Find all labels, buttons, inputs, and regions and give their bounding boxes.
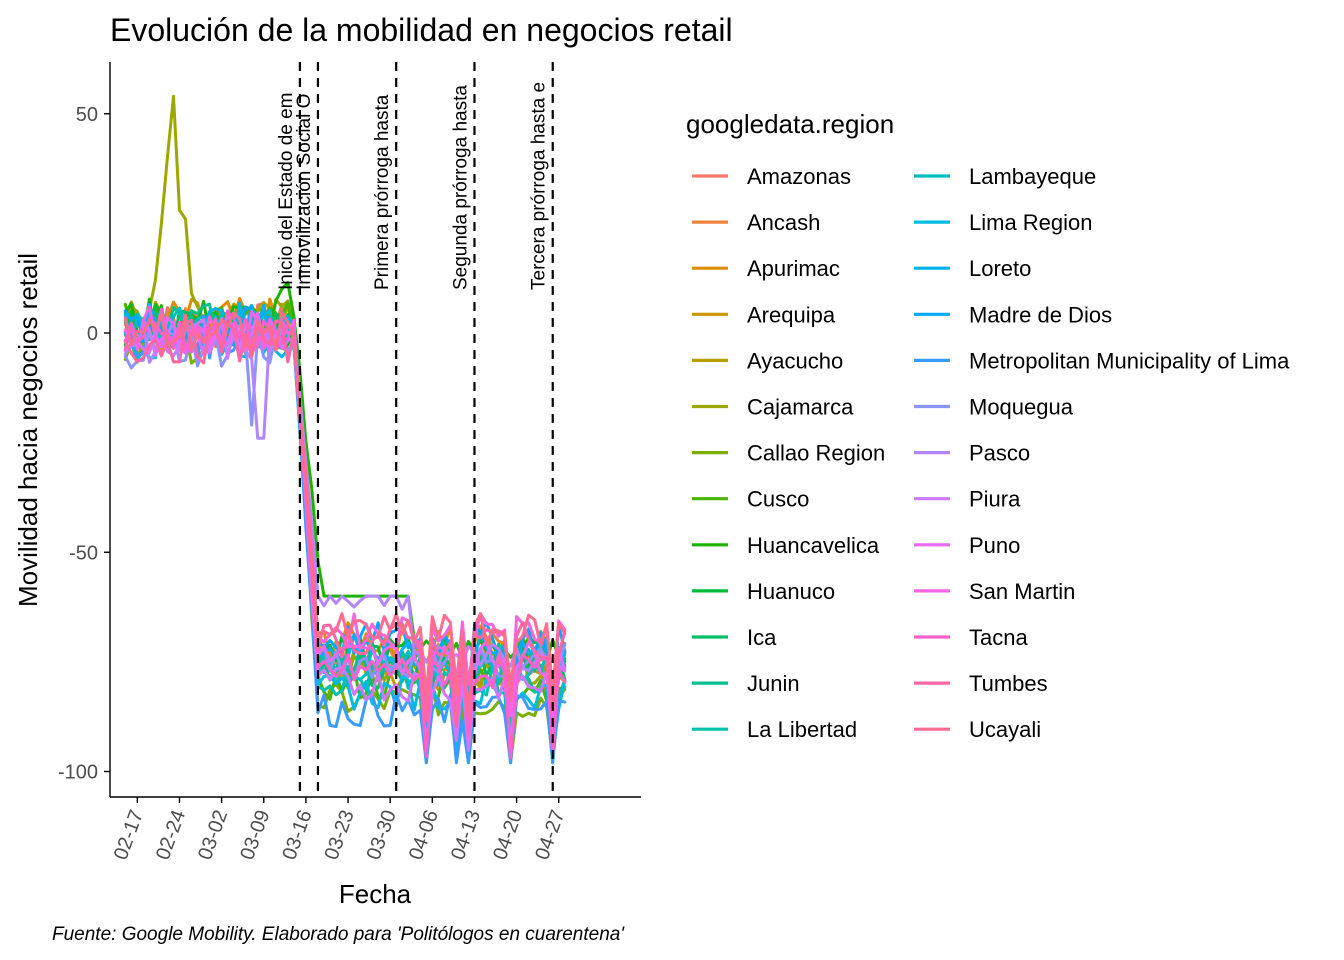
x-tick-label: 04-13 — [447, 807, 485, 863]
chart-title: Evolución de la mobilidad en negocios re… — [110, 12, 733, 48]
plot-lines — [123, 94, 567, 765]
legend-label: Lambayeque — [969, 164, 1096, 189]
legend-label: Cusco — [747, 487, 809, 512]
x-tick-label: 03-09 — [236, 807, 274, 863]
legend-label: Tacna — [969, 625, 1028, 650]
legend-label: Cajamarca — [747, 395, 854, 420]
x-axis-label: Fecha — [339, 879, 412, 909]
legend-label: Callao Region — [747, 441, 885, 466]
series-line — [123, 314, 567, 765]
legend-label: Arequipa — [747, 302, 836, 327]
legend-label: Huancavelica — [747, 533, 880, 558]
x-tick-label: 04-27 — [531, 807, 569, 863]
legend: Amazonas Ancash Apurimac Arequipa Ayacucho Ca… — [692, 164, 1290, 742]
event-label: Segunda prórroga hasta — [450, 85, 471, 290]
series-line — [123, 317, 567, 752]
event-label: Inicio del Estado de em — [276, 92, 297, 290]
x-tick-label: 04-20 — [489, 807, 527, 863]
x-tick-label: 02-17 — [110, 807, 148, 863]
chart-caption: Fuente: Google Mobility. Elaborado para … — [52, 924, 625, 945]
legend-label: Lima Region — [969, 210, 1093, 235]
legend-label: Apurimac — [747, 256, 840, 281]
legend-label: La Libertad — [747, 717, 857, 742]
legend-label: Tumbes — [969, 671, 1048, 696]
y-tick-label: 0 — [87, 323, 98, 345]
legend-label: Loreto — [969, 256, 1031, 281]
legend-label: Junin — [747, 671, 800, 696]
y-tick-label: -50 — [69, 542, 98, 564]
legend-label: Pasco — [969, 441, 1030, 466]
legend-label: San Martin — [969, 579, 1075, 604]
x-tick-label: 03-23 — [321, 807, 359, 863]
legend-label: Puno — [969, 533, 1020, 558]
legend-label: Metropolitan Municipality of Lima — [969, 348, 1290, 373]
event-label: Inmovilización Social O — [294, 94, 315, 290]
legend-label: Ayacucho — [747, 348, 843, 373]
event-label: Tercera prórroga hasta e — [529, 82, 550, 290]
event-label: Primera prórroga hasta — [372, 94, 393, 290]
series-line — [123, 310, 567, 760]
legend-title: googledata.region — [686, 109, 894, 139]
legend-label: Huanuco — [747, 579, 835, 604]
legend-label: Amazonas — [747, 164, 851, 189]
x-tick-label: 02-24 — [152, 807, 190, 863]
legend-label: Ucayali — [969, 717, 1041, 742]
y-tick-label: -100 — [58, 762, 98, 784]
y-ticks: 50 0 -50 -100 — [58, 104, 110, 784]
x-tick-label: 04-06 — [405, 807, 443, 863]
legend-label: Ancash — [747, 210, 820, 235]
y-axis-label: Movilidad hacia negocios retail — [13, 253, 43, 607]
legend-label: Ica — [747, 625, 777, 650]
legend-label: Madre de Dios — [969, 302, 1112, 327]
x-ticks: 02-17 02-24 03-02 03-09 03-16 03-23 03-30 04-06… — [110, 797, 569, 863]
x-tick-label: 03-02 — [194, 807, 232, 863]
y-tick-label: 50 — [76, 104, 98, 126]
x-tick-label: 03-30 — [363, 807, 401, 863]
legend-label: Piura — [969, 487, 1021, 512]
series-line — [123, 310, 567, 718]
x-tick-label: 03-16 — [278, 807, 316, 863]
legend-label: Moquegua — [969, 395, 1074, 420]
